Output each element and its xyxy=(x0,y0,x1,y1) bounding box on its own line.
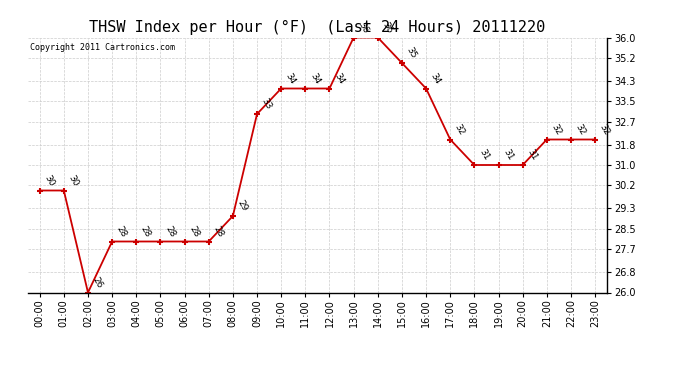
Text: 33: 33 xyxy=(260,97,273,111)
Text: 31: 31 xyxy=(526,148,539,162)
Text: 28: 28 xyxy=(115,224,128,239)
Text: 35: 35 xyxy=(405,46,418,60)
Text: 32: 32 xyxy=(598,122,611,137)
Text: 34: 34 xyxy=(284,71,297,86)
Text: 28: 28 xyxy=(212,224,225,239)
Text: 31: 31 xyxy=(477,148,491,162)
Text: 34: 34 xyxy=(429,71,442,86)
Text: 28: 28 xyxy=(188,224,201,239)
Text: 29: 29 xyxy=(236,199,249,213)
Text: 31: 31 xyxy=(502,148,515,162)
Text: 34: 34 xyxy=(308,71,322,86)
Text: 32: 32 xyxy=(574,122,587,137)
Title: THSW Index per Hour (°F)  (Last 24 Hours) 20111220: THSW Index per Hour (°F) (Last 24 Hours)… xyxy=(89,20,546,35)
Text: 36: 36 xyxy=(357,20,370,35)
Text: 34: 34 xyxy=(333,71,346,86)
Text: 28: 28 xyxy=(139,224,152,239)
Text: 36: 36 xyxy=(381,20,394,35)
Text: 32: 32 xyxy=(453,122,466,137)
Text: 32: 32 xyxy=(550,122,563,137)
Text: 30: 30 xyxy=(67,173,80,188)
Text: 30: 30 xyxy=(43,173,56,188)
Text: 26: 26 xyxy=(91,275,104,290)
Text: 28: 28 xyxy=(164,224,177,239)
Text: Copyright 2011 Cartronics.com: Copyright 2011 Cartronics.com xyxy=(30,43,175,52)
